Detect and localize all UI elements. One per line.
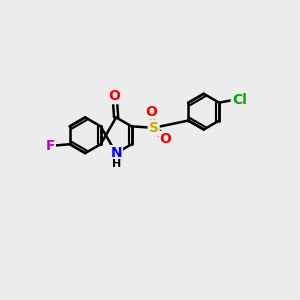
Text: O: O	[109, 89, 121, 103]
Text: F: F	[45, 139, 55, 153]
Text: H: H	[112, 159, 121, 169]
Text: O: O	[160, 132, 171, 146]
Text: N: N	[110, 146, 122, 160]
Text: O: O	[146, 105, 157, 118]
Text: Cl: Cl	[232, 93, 247, 107]
Text: S: S	[149, 121, 159, 135]
